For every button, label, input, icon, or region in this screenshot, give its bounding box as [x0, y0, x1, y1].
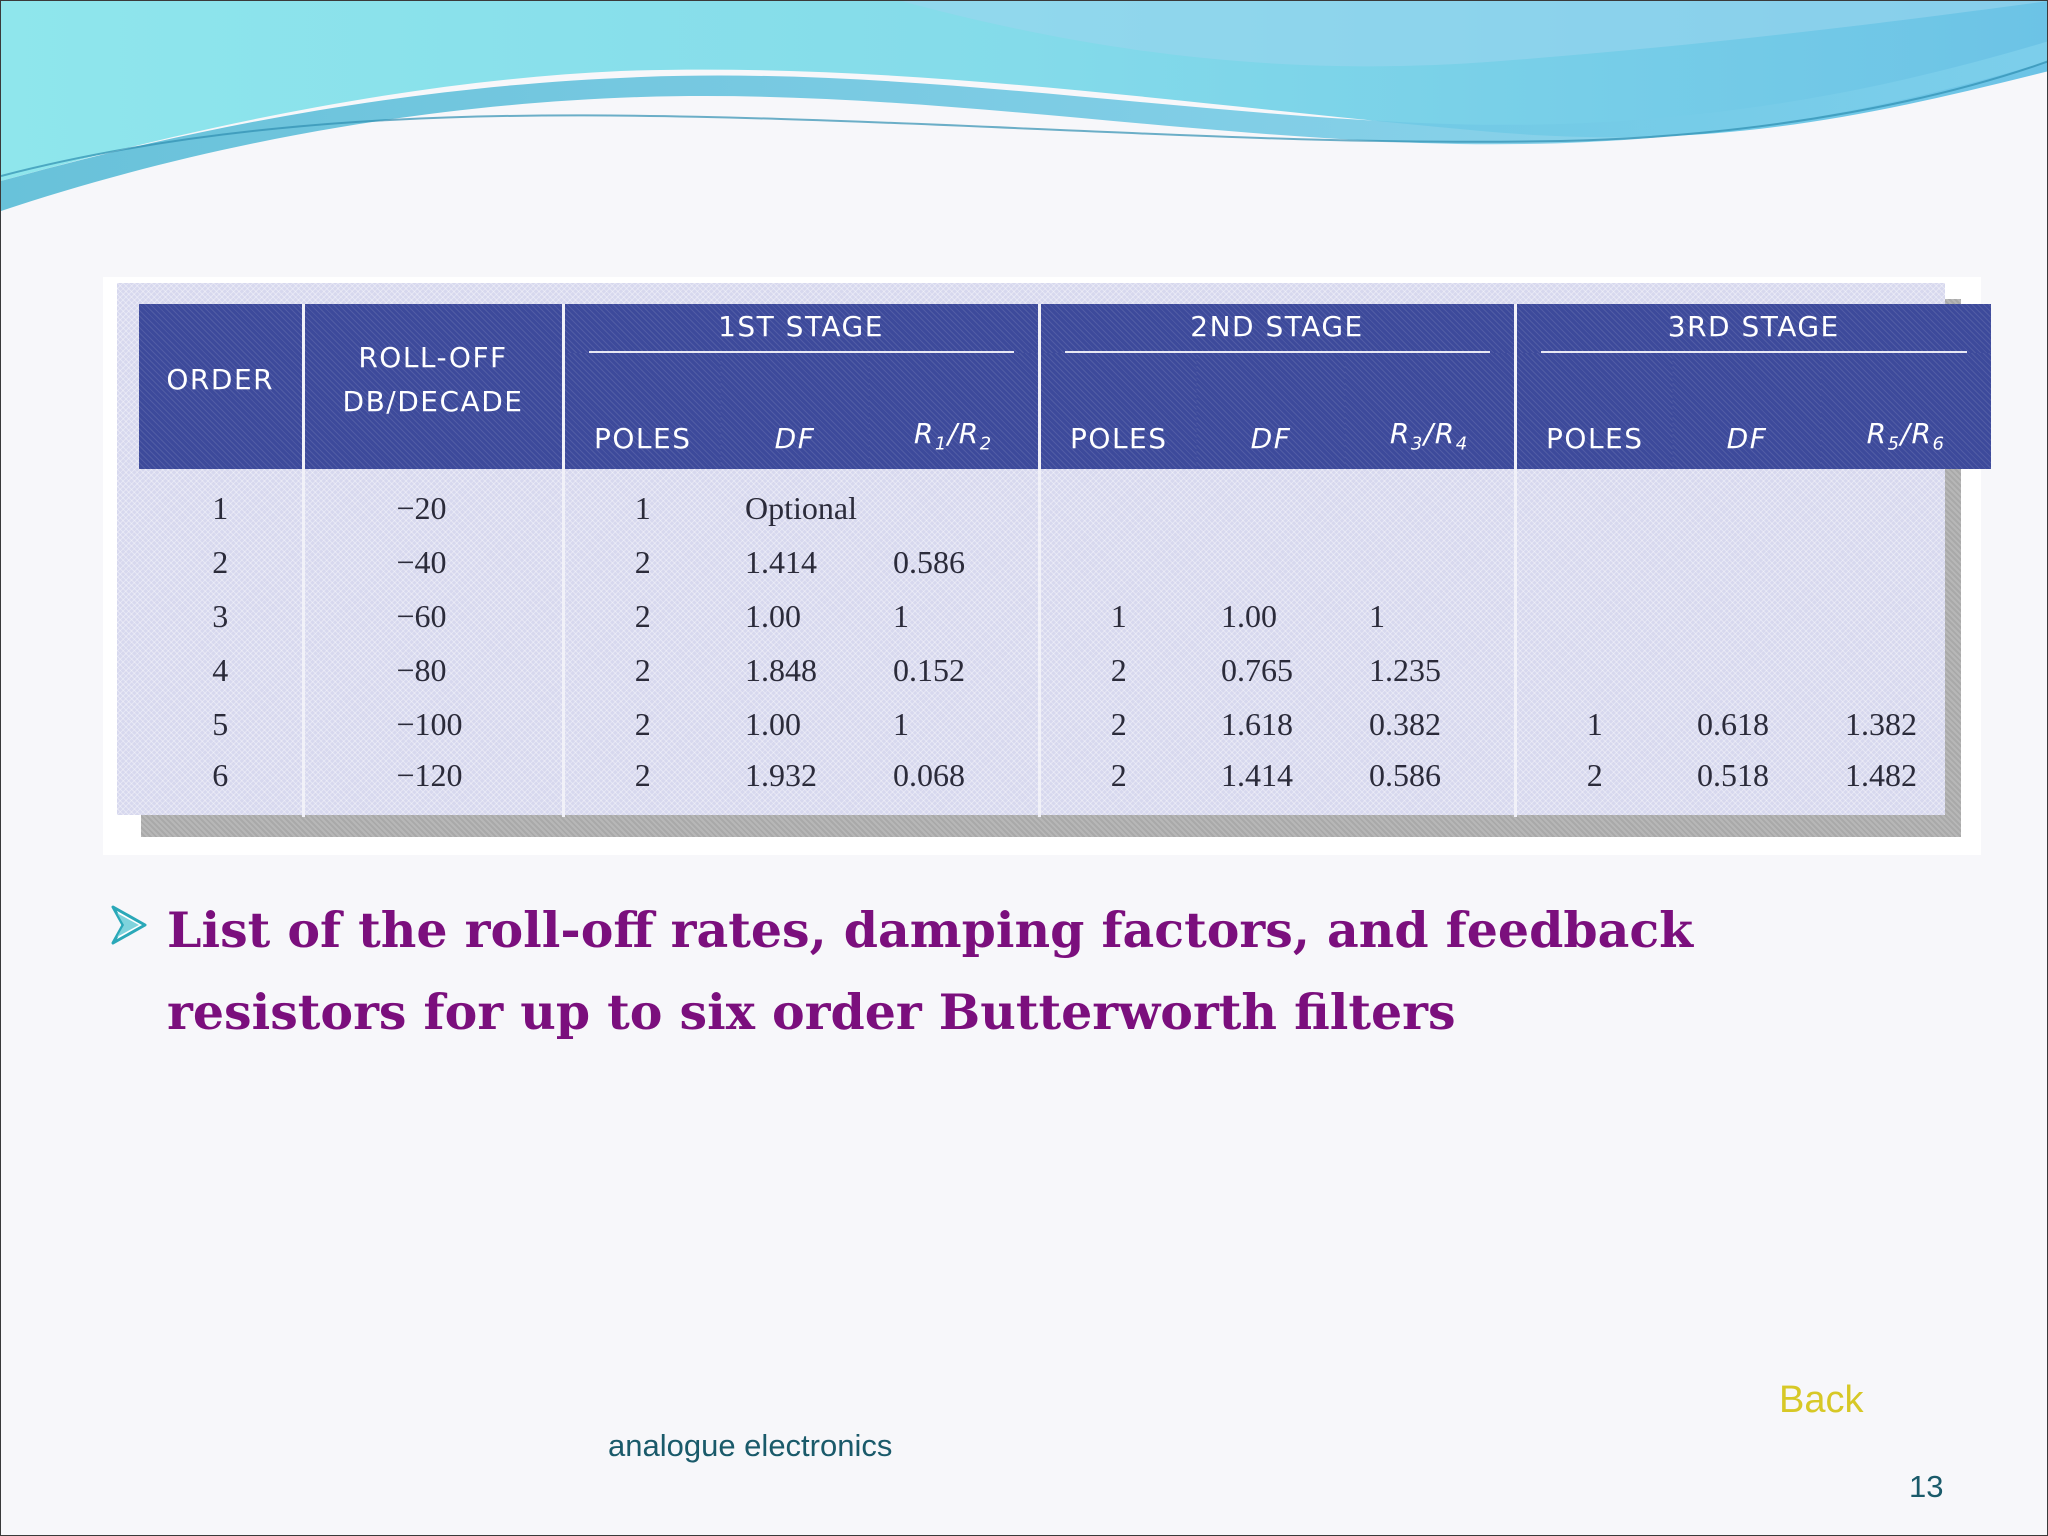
- cell-poles-2: 2: [1037, 751, 1198, 817]
- cell-df-3: 0.618: [1697, 705, 1770, 742]
- cell-df-3: [1673, 643, 1821, 697]
- header-stage-1: 1ST STAGE: [561, 304, 1040, 353]
- header-df-2: DF: [1197, 353, 1346, 469]
- table-row: 4 −80 2 1.848 0.152 2 0.765 1.235: [139, 643, 1991, 697]
- cell-ratio-1: 1: [893, 597, 909, 634]
- cell-df-2: 1.414: [1221, 757, 1294, 793]
- table-row: 2 −40 2 1.414 0.586: [139, 535, 1991, 589]
- cell-ratio-2: 1: [1369, 597, 1386, 634]
- cell-df-1: 1.00: [745, 597, 801, 634]
- cell-rolloff: −40: [301, 535, 563, 589]
- cell-order: 1: [212, 489, 229, 526]
- cell-ratio-2: 1.235: [1369, 651, 1442, 688]
- cell-ratio-2: [1345, 535, 1515, 589]
- cell-ratio-3: [1821, 643, 1991, 697]
- cell-poles-3: 2: [1513, 751, 1674, 817]
- cell-rolloff: −80: [301, 643, 563, 697]
- cell-ratio-1: 0.152: [893, 651, 965, 688]
- header-poles-3: POLES: [1513, 353, 1674, 469]
- cell-order: 5: [212, 705, 229, 742]
- header-ratio-2: R3/R4: [1345, 353, 1516, 469]
- cell-df-1: 1.932: [745, 757, 817, 793]
- cell-poles-1: 2: [561, 643, 721, 697]
- cell-poles-3: [1513, 535, 1674, 589]
- header-df-1: DF: [721, 353, 869, 469]
- header-rolloff-line2: DB/DECADE: [342, 384, 524, 418]
- header-ratio-3: R5/R6: [1821, 353, 1992, 469]
- cell-order: 6: [212, 757, 229, 793]
- header-order: ORDER: [139, 304, 303, 469]
- header-poles-1: POLES: [561, 353, 721, 469]
- cell-poles-2: 1: [1037, 589, 1198, 643]
- table-row: 6 −120 2 1.932 0.068 2 1.414 0.586 2 0.5…: [139, 751, 1991, 817]
- cell-ratio-3: 1.382: [1845, 705, 1918, 742]
- table-caption: List of the roll-off rates, damping fact…: [167, 901, 1694, 1041]
- cell-poles-2: [1037, 469, 1198, 535]
- cell-ratio-3: [1821, 589, 1991, 643]
- cell-df-1: Optional: [745, 489, 857, 526]
- table-row: 1 −20 1 Optional: [139, 469, 1991, 535]
- table-body: 1 −20 1 Optional 2 −40 2 1.414 0.586: [139, 469, 1991, 817]
- cell-poles-1: 1: [561, 469, 721, 535]
- footer-text: analogue electronics: [608, 1428, 893, 1463]
- cell-df-3: 0.518: [1697, 757, 1770, 793]
- header-rolloff: ROLL-OFF DB/DECADE: [301, 304, 563, 469]
- cell-df-2: 0.765: [1221, 651, 1294, 688]
- cell-df-1: 1.00: [745, 705, 801, 742]
- header-rolloff-line1: ROLL-OFF: [358, 340, 508, 374]
- cell-df-2: 1.00: [1221, 597, 1278, 634]
- cell-df-1: 1.414: [745, 543, 817, 580]
- cell-poles-1: 2: [561, 751, 721, 817]
- header-ratio-1: R1/R2: [869, 353, 1040, 469]
- cell-ratio-2: 0.586: [1369, 757, 1442, 793]
- back-link[interactable]: Back: [1779, 1379, 1864, 1421]
- cell-df-1: 1.848: [745, 651, 817, 688]
- cell-ratio-3: [1821, 535, 1991, 589]
- cell-rolloff: −120: [301, 751, 563, 817]
- cell-poles-1: 2: [561, 535, 721, 589]
- cell-ratio-2: [1345, 469, 1515, 535]
- cell-rolloff: −60: [301, 589, 563, 643]
- cell-ratio-3: 1.482: [1845, 757, 1918, 793]
- butterworth-table: ORDER ROLL-OFF DB/DECADE 1ST STAGE 2ND S…: [139, 304, 1992, 817]
- cell-poles-1: 2: [561, 589, 721, 643]
- header-stage-2: 2ND STAGE: [1037, 304, 1516, 353]
- cell-order: 2: [212, 543, 229, 580]
- cell-ratio-2: 0.382: [1369, 705, 1442, 742]
- cell-ratio-3: [1821, 469, 1991, 535]
- cell-ratio-1: [869, 469, 1039, 535]
- page-number: 13: [1909, 1469, 1944, 1504]
- cell-poles-3: [1513, 469, 1674, 535]
- cell-rolloff: −100: [301, 697, 563, 751]
- cell-poles-2: [1037, 535, 1198, 589]
- cell-df-2: [1197, 469, 1345, 535]
- header-poles-2: POLES: [1037, 353, 1198, 469]
- cell-poles-3: [1513, 589, 1674, 643]
- cell-df-3: [1673, 469, 1821, 535]
- table-row: 5 −100 2 1.00 1 2 1.618 0.382 1 0.618 1.…: [139, 697, 1991, 751]
- cell-poles-2: 2: [1037, 643, 1198, 697]
- cell-df-2: [1197, 535, 1345, 589]
- cell-df-2: 1.618: [1221, 705, 1294, 742]
- header-df-3: DF: [1673, 353, 1822, 469]
- cell-rolloff: −20: [301, 469, 563, 535]
- arrow-bullet-icon: [111, 905, 147, 945]
- cell-df-3: [1673, 589, 1821, 643]
- header-wave-decoration: [1, 1, 2047, 211]
- cell-order: 3: [212, 597, 229, 634]
- cell-order: 4: [212, 651, 229, 688]
- cell-df-3: [1673, 535, 1821, 589]
- cell-poles-2: 2: [1037, 697, 1198, 751]
- cell-poles-3: 1: [1513, 697, 1674, 751]
- cell-ratio-1: 0.586: [893, 543, 965, 580]
- cell-ratio-1: 1: [893, 705, 909, 742]
- cell-poles-1: 2: [561, 697, 721, 751]
- cell-poles-3: [1513, 643, 1674, 697]
- header-stage-3: 3RD STAGE: [1513, 304, 1992, 353]
- cell-ratio-1: 0.068: [893, 757, 965, 793]
- table-row: 3 −60 2 1.00 1 1 1.00 1: [139, 589, 1991, 643]
